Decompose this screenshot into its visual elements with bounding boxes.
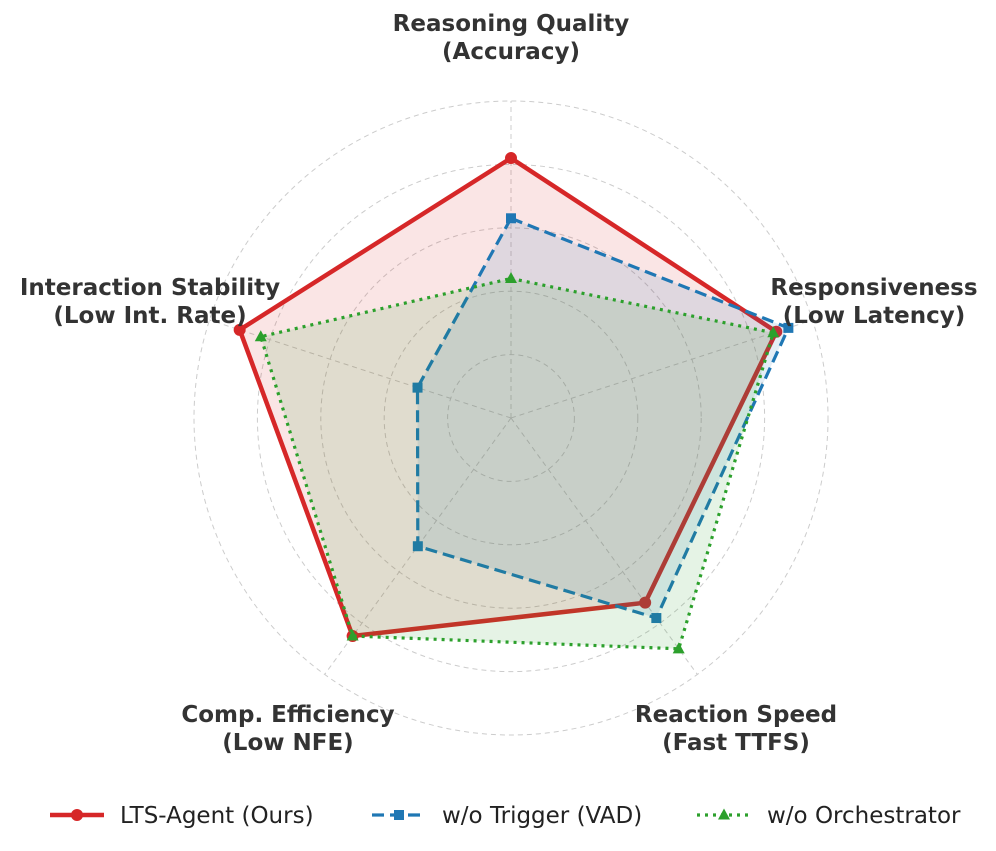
series-2-point-5 [412,382,423,393]
series-3-point-5 [254,330,267,342]
legend-label-3: w/o Orchestrator [767,803,961,829]
legend-item-3: w/o Orchestrator [697,803,961,829]
series-1 [233,152,783,642]
legend-label-1: LTS-Agent (Ours) [120,803,314,829]
axis-label-4: Comp. Efficiency (Low NFE) [181,702,394,756]
axis-label-2: Responsiveness (Low Latency) [770,275,977,329]
axis-label-5: Interaction Stability (Low Int. Rate) [20,275,280,329]
radar-series [233,152,794,654]
series-1-point-3 [639,596,652,609]
axis-label-2-line2: (Low Latency) [783,303,966,329]
legend-item-1: LTS-Agent (Ours) [50,803,314,829]
legend-label-2: w/o Trigger (VAD) [442,803,642,829]
axis-label-3: Reaction Speed (Fast TTFS) [635,702,837,756]
series-3 [254,272,780,654]
legend: LTS-Agent (Ours) w/o Trigger (VAD) w/o Orc… [50,803,961,829]
axis-label-5-line1: Interaction Stability [20,275,280,301]
series-2-point-1 [506,213,516,224]
series-area-2 [417,218,789,619]
series-line-3 [259,276,775,651]
series-3-point-2 [767,326,780,338]
series-2 [412,213,794,624]
axis-label-4-line2: (Low NFE) [222,730,353,756]
series-area-1 [239,158,777,636]
axis-label-4-line1: Comp. Efficiency [181,702,394,728]
grid-ring-4 [256,163,766,673]
series-line-2 [415,216,791,620]
axis-label-1-line1: Reasoning Quality [393,11,630,37]
series-1-point-1 [505,152,517,165]
legend-marker-3 [718,808,730,820]
legend-item-2: w/o Trigger (VAD) [372,803,642,829]
series-2-point-4 [412,541,423,552]
series-line-1 [237,155,779,639]
axis-label-5-line2: (Low Int. Rate) [53,303,246,329]
grid-spoke-3 [510,417,698,675]
series-3-point-3 [672,642,685,654]
series-area-3 [260,278,774,649]
legend-marker-2 [394,810,404,820]
axis-labels: Reasoning Quality (Accuracy) Responsivenes… [20,11,978,756]
axis-label-1-line2: (Accuracy) [442,39,580,65]
series-2-point-2 [783,322,794,333]
series-1-point-5 [233,323,246,336]
series-2-point-3 [651,613,662,624]
series-3-point-4 [346,629,359,641]
series-3-point-1 [505,272,517,284]
grid-ring-5 [193,100,829,736]
axis-label-2-line1: Responsiveness [770,275,977,301]
axis-label-1: Reasoning Quality (Accuracy) [393,11,630,65]
axis-label-3-line1: Reaction Speed [635,702,837,728]
grid-spoke-2 [510,319,813,419]
axis-label-3-line2: (Fast TTFS) [662,730,810,756]
legend-marker-1 [71,809,83,821]
